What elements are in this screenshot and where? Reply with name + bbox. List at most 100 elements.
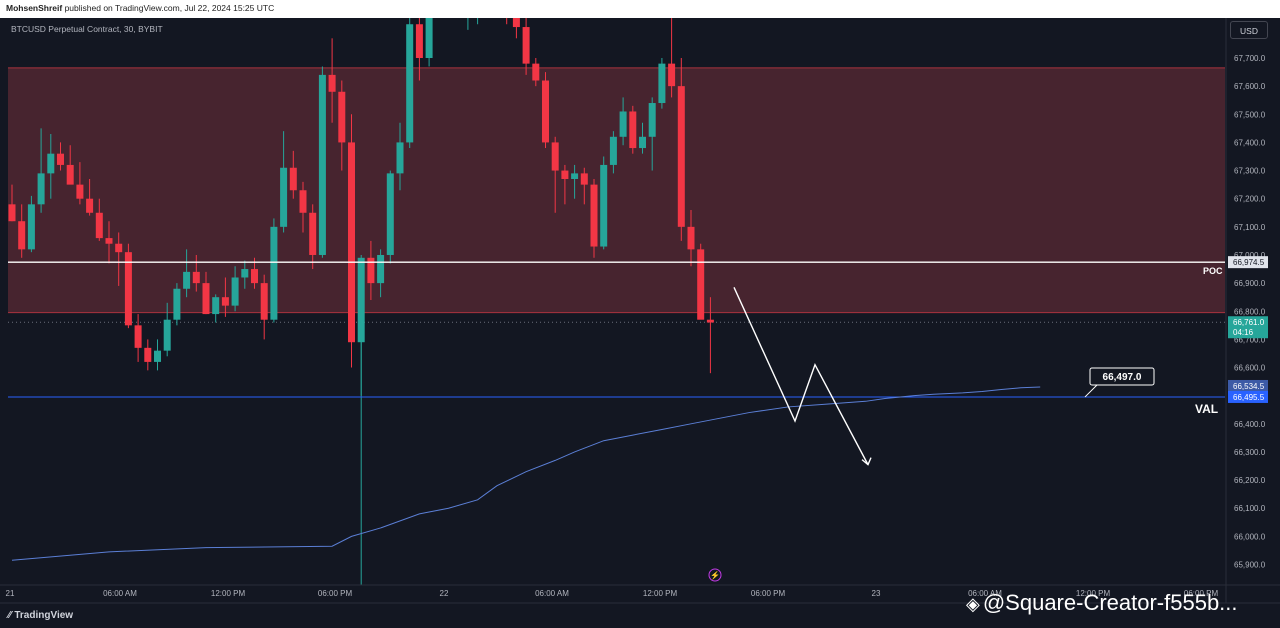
tradingview-logo-icon: ⁄⁄ <box>8 610 12 621</box>
candle-body <box>668 63 676 87</box>
candle-body <box>27 204 35 250</box>
candle-body <box>251 269 258 284</box>
candle-body <box>357 257 365 343</box>
time-tick-label: 06:00 PM <box>751 589 786 598</box>
candle-body <box>503 2 510 8</box>
candle-body <box>37 173 45 205</box>
price-tick-label: 66,700.0 <box>1234 335 1266 344</box>
price-tick-label: 67,500.0 <box>1234 110 1266 119</box>
candles-group <box>8 0 714 585</box>
poc-price-label-bg <box>1228 256 1268 269</box>
val-price-label: 66,495.5 <box>1233 393 1265 402</box>
candle-body <box>512 18 520 28</box>
candle-body <box>648 103 656 137</box>
val-label: VAL <box>1195 402 1218 416</box>
price-tick-label: 67,700.0 <box>1234 54 1266 63</box>
candle-body <box>425 18 433 58</box>
candle-body <box>289 167 297 191</box>
candle-body <box>231 277 239 306</box>
candle-body <box>561 170 569 180</box>
candle-body <box>639 136 646 149</box>
price-tick-label: 67,000.0 <box>1234 251 1266 260</box>
price-tick-label: 66,300.0 <box>1234 448 1266 457</box>
author-name: MohsenShreif <box>6 3 63 13</box>
time-tick-label: 06:00 AM <box>103 589 137 598</box>
candle-body <box>47 153 55 174</box>
price-tick-label: 67,600.0 <box>1234 82 1266 91</box>
lightning-icon-glyph: ⚡ <box>710 570 720 580</box>
time-tick-label: 22 <box>440 589 449 598</box>
poc-price-label: 66,974.5 <box>1233 258 1265 267</box>
candle-body <box>348 142 355 343</box>
candle-body <box>619 111 627 137</box>
candle-body <box>406 24 414 143</box>
time-tick-label: 12:00 PM <box>643 589 678 598</box>
time-tick-label: 06:00 PM <box>1184 589 1219 598</box>
price-tick-label: 66,800.0 <box>1234 307 1266 316</box>
last-price-label-bg <box>1228 316 1268 339</box>
candle-body <box>415 24 423 58</box>
candle-body <box>435 0 442 5</box>
candle-body <box>202 283 210 315</box>
candle-body <box>8 204 16 222</box>
candle-body <box>163 319 171 351</box>
candle-body <box>580 173 588 185</box>
binance-diamond-icon: ◈ <box>966 594 980 614</box>
candle-body <box>629 111 637 149</box>
time-tick-label: 06:00 PM <box>318 589 353 598</box>
candle-body <box>522 27 530 64</box>
publish-header-bar: MohsenShreif published on TradingView.co… <box>0 0 1280 18</box>
candle-body <box>706 319 714 323</box>
price-tick-label: 66,000.0 <box>1234 532 1266 541</box>
supply-zone-box <box>8 67 1225 313</box>
candle-body <box>532 63 540 81</box>
candle-body <box>124 252 132 326</box>
price-tick-label: 66,200.0 <box>1234 476 1266 485</box>
candle-body <box>396 142 404 174</box>
poc-label: POC <box>1203 266 1223 276</box>
last-price-label-countdown: 04:16 <box>1233 328 1254 337</box>
watermark-text: @Square-Creator-f555b... <box>982 590 1238 615</box>
candle-body <box>183 271 191 289</box>
brand-label: TradingView <box>14 610 74 621</box>
candle-body <box>677 86 685 227</box>
candle-body <box>318 74 326 255</box>
projection-arrow-head <box>861 457 872 466</box>
projection-arrow-path <box>733 287 869 465</box>
candle-body <box>76 184 84 199</box>
time-tick-label: 06:00 AM <box>968 589 1002 598</box>
candle-body <box>609 136 617 165</box>
price-tick-label: 66,100.0 <box>1234 504 1266 513</box>
price-tick-label: 67,200.0 <box>1234 195 1266 204</box>
val-callout: 66,497.0 <box>1084 367 1155 398</box>
price-tick-label: 67,100.0 <box>1234 223 1266 232</box>
price-tick-label: 66,900.0 <box>1234 279 1266 288</box>
lightning-icon <box>708 568 722 582</box>
creator-watermark: ◈ @Square-Creator-f555b... <box>966 590 1238 616</box>
candle-body <box>590 184 598 247</box>
candle-body <box>173 288 181 320</box>
time-tick-label: 21 <box>6 589 15 598</box>
candle-body <box>134 325 142 348</box>
candle-body <box>309 212 317 255</box>
candle-body <box>494 0 501 2</box>
candle-body <box>86 198 94 213</box>
candle-body <box>144 347 152 362</box>
price-tick-label: 66,600.0 <box>1234 364 1266 373</box>
candle-body <box>338 91 346 143</box>
candle-body <box>377 254 385 284</box>
val-callout-box <box>1089 367 1155 386</box>
tradingview-logo[interactable]: ⁄⁄ TradingView <box>8 610 73 621</box>
time-tick-label: 23 <box>872 589 881 598</box>
currency-button[interactable]: USD <box>1230 21 1268 39</box>
last-price-label: 66,761.0 <box>1233 318 1265 327</box>
price-tick-label: 67,400.0 <box>1234 138 1266 147</box>
candle-body <box>571 173 579 180</box>
price-tick-label: 67,300.0 <box>1234 167 1266 176</box>
candle-body <box>66 164 74 185</box>
candle-body <box>299 190 307 213</box>
candle-body <box>221 297 229 306</box>
time-tick-label: 06:00 AM <box>535 589 569 598</box>
candle-body <box>105 238 113 244</box>
